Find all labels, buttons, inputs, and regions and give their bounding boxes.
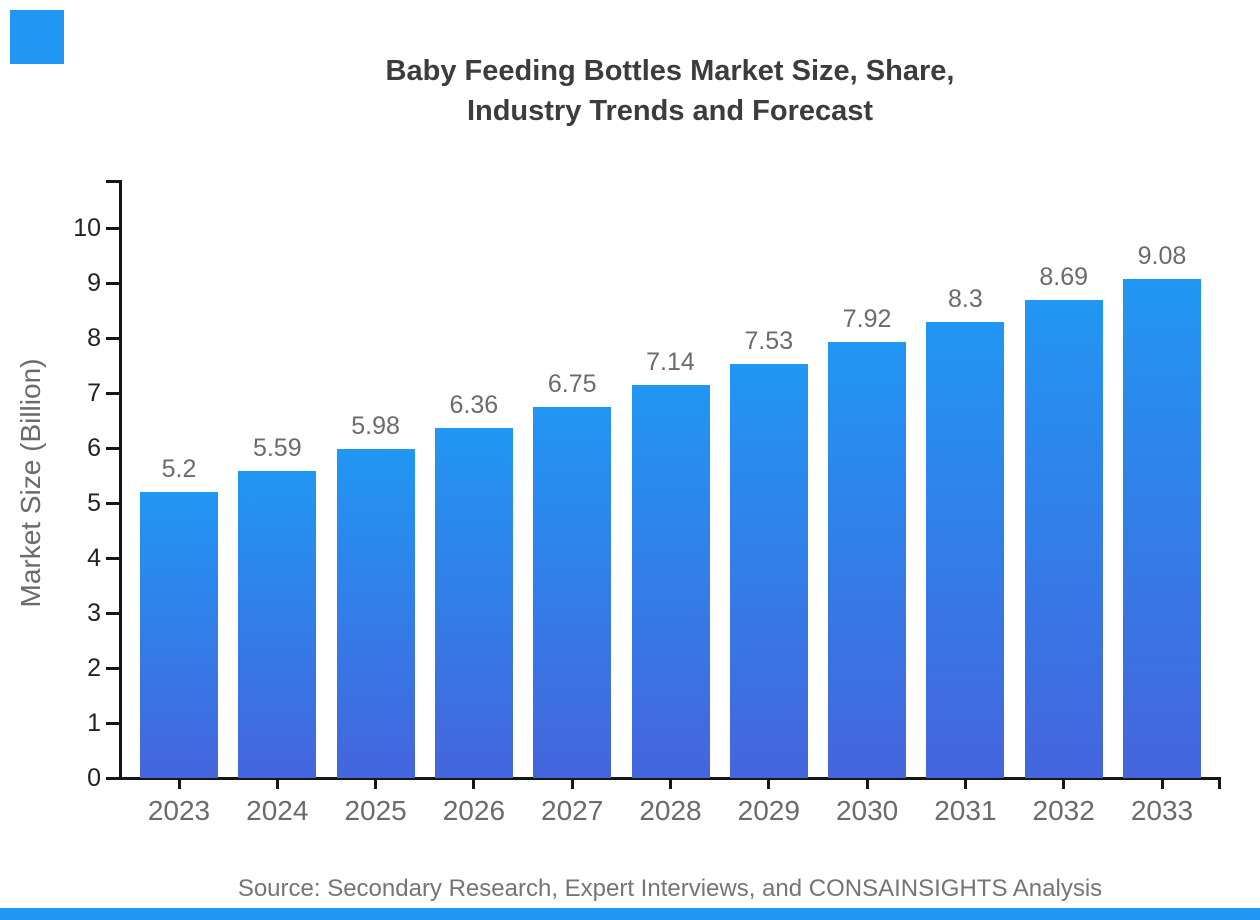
y-axis-tick-label: 8	[87, 324, 101, 352]
bar-2033	[1123, 278, 1201, 778]
y-axis-tick	[106, 722, 119, 725]
y-axis-tick-label: 9	[87, 269, 101, 297]
bar-value-label: 5.98	[351, 412, 400, 441]
y-axis-tick	[106, 227, 119, 230]
x-axis-tick-label: 2030	[835, 795, 899, 826]
x-axis-line	[119, 777, 1221, 780]
y-axis-tick-label: 6	[87, 434, 101, 462]
x-axis-tick-label: 2033	[1130, 795, 1194, 826]
y-axis-line	[119, 180, 122, 780]
y-axis-tick	[106, 447, 119, 450]
x-axis-tick-label: 2029	[737, 795, 800, 826]
bar-value-label: 6.36	[449, 391, 499, 420]
x-axis-tick	[767, 780, 771, 789]
bar-value-label: 7.53	[744, 326, 794, 355]
x-axis-tick	[1062, 780, 1066, 789]
bar-2027	[533, 406, 612, 778]
bar-2031	[926, 321, 1005, 778]
brand-footer-bar	[0, 908, 1260, 920]
x-axis-tick	[570, 780, 574, 789]
x-axis-tick-label: 2031	[934, 795, 997, 826]
bar-value-label: 6.75	[547, 369, 597, 398]
x-axis-tick	[275, 780, 279, 789]
x-axis-tick-label: 2028	[639, 795, 702, 826]
y-axis-tick-label: 4	[87, 544, 101, 572]
y-axis-end-cap	[106, 180, 122, 183]
y-axis-tick	[106, 777, 119, 780]
x-axis-tick-label: 2025	[344, 795, 407, 826]
brand-logo-square	[10, 10, 64, 64]
bar-2032	[1024, 300, 1103, 778]
bar-value-label: 5.59	[252, 433, 302, 462]
x-axis-tick	[669, 780, 672, 789]
y-axis-tick	[106, 282, 119, 285]
bar-value-label: 5.2	[161, 455, 197, 483]
y-axis-tick	[106, 337, 119, 340]
x-axis-tick-label: 2026	[442, 795, 506, 826]
chart-title: Baby Feeding Bottles Market Size, Share,…	[119, 51, 1221, 131]
plot-area: 5.2 5.59 5.98 6.36 6.75 7.14 7.53 7.92 8.3 8.69 9.…	[73, 180, 1221, 826]
x-axis-tick	[472, 780, 476, 789]
y-axis-tick	[106, 557, 119, 560]
bar-value-label: 7.92	[842, 305, 892, 334]
y-axis-tick-label: 7	[87, 379, 101, 407]
x-axis-tick-label: 2023	[147, 795, 211, 826]
source-note: Source: Secondary Research, Expert Inter…	[237, 875, 1103, 902]
x-axis-tick	[177, 780, 181, 789]
x-axis-end-cap	[1218, 777, 1221, 789]
chart-title-line2: Industry Trends and Forecast	[466, 95, 874, 127]
y-axis-tick-label: 1	[87, 709, 101, 737]
y-axis-tick	[106, 392, 119, 395]
y-axis-tick-label: 10	[73, 214, 101, 242]
y-axis-title: Market Size (Billion)	[15, 358, 46, 608]
bar-2030	[828, 342, 907, 778]
bar-2025	[336, 449, 415, 778]
y-axis-tick-label: 0	[87, 764, 101, 792]
y-axis-tick-label: 5	[87, 489, 101, 517]
bar-value-label: 9.08	[1137, 241, 1187, 270]
bar-2028	[631, 385, 710, 778]
x-axis-tick	[963, 780, 967, 789]
x-axis-tick	[865, 780, 869, 789]
x-axis-tick	[1160, 780, 1164, 789]
y-axis-tick	[106, 502, 119, 505]
bar-value-label: 8.69	[1039, 263, 1089, 292]
bar-2024	[238, 470, 317, 778]
bar-value-label: 8.3	[948, 284, 983, 313]
x-axis-tick-label: 2032	[1032, 795, 1095, 826]
bar-2026	[434, 428, 513, 778]
y-axis-tick-label: 2	[87, 654, 101, 682]
x-axis-tick-label: 2027	[541, 795, 604, 826]
bar-2029	[729, 363, 808, 778]
x-axis-tick	[374, 780, 378, 789]
x-axis-tick-label: 2024	[246, 795, 309, 826]
chart-title-line1: Baby Feeding Bottles Market Size, Share,	[385, 55, 955, 87]
bar-value-label: 7.14	[646, 348, 695, 377]
y-axis-tick-label: 3	[87, 599, 101, 627]
y-axis-tick	[106, 612, 119, 615]
bar-2023	[140, 492, 218, 778]
y-axis-tick	[106, 667, 119, 670]
